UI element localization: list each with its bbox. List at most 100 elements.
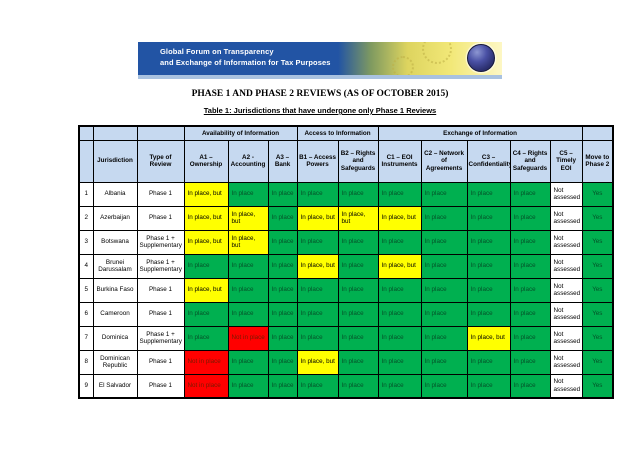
status-cell: In place xyxy=(420,229,468,255)
move-to-phase2-cell: Yes xyxy=(581,205,614,231)
move-to-phase2-cell: Yes xyxy=(581,349,614,375)
status-cell: In place xyxy=(267,181,298,207)
status-cell: In place xyxy=(337,181,379,207)
status-cell: In place xyxy=(227,181,269,207)
status-cell: In place xyxy=(337,349,379,375)
status-cell: In place xyxy=(509,205,551,231)
table-body: 1 Albania Phase 1 In place, but In place In p… xyxy=(78,181,614,399)
row-number-cell: 4 xyxy=(78,253,94,279)
status-cell: In place xyxy=(509,253,551,279)
status-cell: Not assessed xyxy=(549,181,583,207)
column-header-cell xyxy=(78,139,94,183)
status-cell: In place xyxy=(267,253,298,279)
row-number-cell: 2 xyxy=(78,205,94,231)
status-cell: Not in place xyxy=(183,373,229,399)
table-row: 5 Burkina Faso Phase 1 In place, but In plac… xyxy=(78,277,614,303)
table-row: 3 Botswana Phase 1 + Supplementary In place… xyxy=(78,229,614,255)
table-caption: Table 1: Jurisdictions that have undergo… xyxy=(203,106,437,115)
row-number-cell: 6 xyxy=(78,301,94,327)
status-cell: In place xyxy=(227,301,269,327)
banner-title: Global Forum on Transparency and Exchang… xyxy=(160,47,331,69)
status-cell: In place, but xyxy=(183,205,229,231)
group-header-cell xyxy=(78,125,94,141)
column-header-row: Jurisdiction Type of Review A1 – Ownership… xyxy=(78,139,614,183)
status-cell: In place xyxy=(466,181,511,207)
status-cell: In place xyxy=(267,277,298,303)
global-forum-banner: Global Forum on Transparency and Exchang… xyxy=(138,42,502,79)
column-header-cell: A2 - Accounting xyxy=(227,139,269,183)
status-cell: In place, but xyxy=(377,253,422,279)
group-header-cell xyxy=(581,125,614,141)
row-number-cell: 1 xyxy=(78,181,94,207)
jurisdiction-cell: Burkina Faso xyxy=(92,277,138,303)
column-header-cell: Type of Review xyxy=(136,139,185,183)
jurisdiction-cell: Cameroon xyxy=(92,301,138,327)
status-cell: In place xyxy=(509,229,551,255)
status-cell: In place xyxy=(377,277,422,303)
column-header-cell: C4 – Rights and Safeguards xyxy=(509,139,551,183)
column-header-cell: C1 – EOI Instruments xyxy=(377,139,422,183)
status-cell: In place xyxy=(296,277,339,303)
review-type-cell: Phase 1 xyxy=(136,205,185,231)
review-type-cell: Phase 1 xyxy=(136,349,185,375)
status-cell: In place xyxy=(509,373,551,399)
jurisdiction-cell: Albania xyxy=(92,181,138,207)
status-cell: Not in place xyxy=(227,325,269,351)
status-cell: In place xyxy=(296,373,339,399)
review-type-cell: Phase 1 xyxy=(136,301,185,327)
review-type-cell: Phase 1 + Supplementary xyxy=(136,253,185,279)
status-cell: In place xyxy=(183,253,229,279)
column-header-cell: Jurisdiction xyxy=(92,139,138,183)
status-cell: In place xyxy=(509,277,551,303)
status-cell: In place xyxy=(466,277,511,303)
status-cell: In place, but xyxy=(183,277,229,303)
status-cell: In place xyxy=(267,301,298,327)
column-header-cell: C2 – Network of Agreements xyxy=(420,139,468,183)
status-cell: In place xyxy=(466,253,511,279)
row-number-cell: 5 xyxy=(78,277,94,303)
status-cell: In place xyxy=(509,181,551,207)
status-cell: In place, but xyxy=(466,325,511,351)
status-cell: In place xyxy=(420,373,468,399)
column-header-cell: C3 – Confidentiality xyxy=(466,139,511,183)
status-cell: In place, but xyxy=(296,349,339,375)
status-cell: In place xyxy=(509,349,551,375)
status-cell: In place, but xyxy=(337,205,379,231)
move-to-phase2-cell: Yes xyxy=(581,181,614,207)
status-cell: In place xyxy=(509,301,551,327)
table-row: 7 Dominica Phase 1 + Supplementary In place… xyxy=(78,325,614,351)
column-header-cell: B1 – Access Powers xyxy=(296,139,339,183)
move-to-phase2-cell: Yes xyxy=(581,253,614,279)
group-header-cell xyxy=(136,125,185,141)
status-cell: In place xyxy=(296,301,339,327)
move-to-phase2-cell: Yes xyxy=(581,325,614,351)
status-cell: In place xyxy=(420,301,468,327)
status-cell: In place xyxy=(377,349,422,375)
status-cell: In place, but xyxy=(296,253,339,279)
status-cell: In place xyxy=(227,277,269,303)
status-cell: In place xyxy=(296,181,339,207)
column-header-cell: C5 – Timely EOI xyxy=(549,139,583,183)
status-cell: In place xyxy=(466,349,511,375)
status-cell: In place xyxy=(377,181,422,207)
table-row: 4 Brunei Darussalam Phase 1 + Supplementar… xyxy=(78,253,614,279)
status-cell: Not assessed xyxy=(549,349,583,375)
table-row: 1 Albania Phase 1 In place, but In place In p… xyxy=(78,181,614,207)
status-cell: In place xyxy=(466,301,511,327)
status-cell: In place xyxy=(227,253,269,279)
status-cell: In place, but xyxy=(227,229,269,255)
status-cell: Not assessed xyxy=(549,253,583,279)
status-cell: In place xyxy=(296,325,339,351)
jurisdiction-cell: El Salvador xyxy=(92,373,138,399)
status-cell: Not assessed xyxy=(549,373,583,399)
review-type-cell: Phase 1 + Supplementary xyxy=(136,229,185,255)
status-cell: In place xyxy=(377,301,422,327)
status-cell: In place xyxy=(183,301,229,327)
group-header-row: Availability of Information Access to Inf… xyxy=(78,125,614,141)
column-header-cell: B2 – Rights and Safeguards xyxy=(337,139,379,183)
status-cell: Not assessed xyxy=(549,277,583,303)
page-title: PHASE 1 AND PHASE 2 REVIEWS (AS OF OCTOB… xyxy=(191,89,449,99)
gear-icon xyxy=(422,42,452,64)
row-number-cell: 9 xyxy=(78,373,94,399)
